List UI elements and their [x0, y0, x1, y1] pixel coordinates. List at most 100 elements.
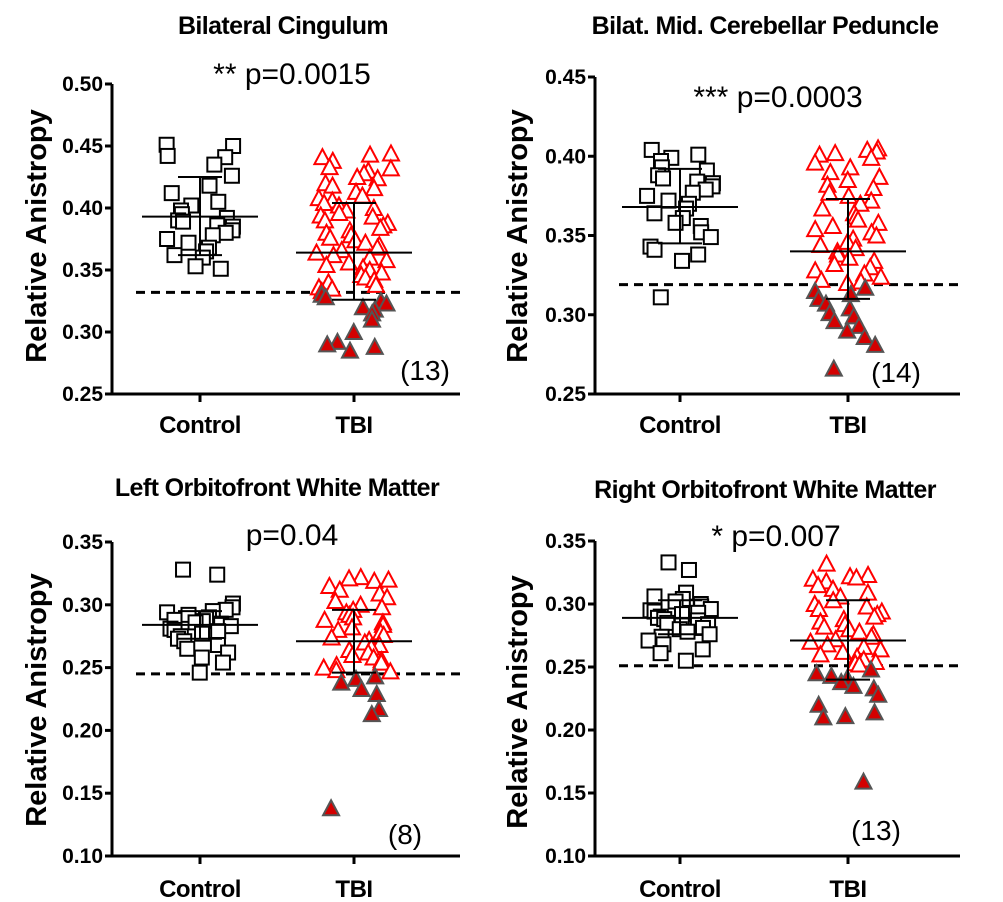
control-point [702, 229, 719, 246]
tbi-point [805, 152, 825, 171]
x-tick-label-control: Control [159, 876, 241, 902]
panel-title: Bilat. Mid. Cerebellar Peduncle [592, 12, 939, 40]
panel-title: Right Orbitofront White Matter [594, 476, 937, 504]
tbi-point [381, 158, 401, 177]
tbi-low-point [316, 287, 336, 306]
tbi-point [839, 619, 860, 638]
control-point [677, 652, 694, 669]
y-tick-label: 0.30 [62, 594, 103, 617]
tbi-point [339, 252, 359, 271]
tbi-point [817, 634, 838, 653]
tbi-low-point [835, 706, 856, 725]
tbi-point [378, 569, 399, 588]
y-tick-label: 0.35 [62, 531, 103, 554]
tbi-point [823, 215, 843, 234]
y-tick-label: 0.25 [62, 657, 103, 680]
tbi-low-point [843, 675, 864, 694]
tbi-point [345, 230, 366, 249]
y-tick-label: 0.35 [62, 259, 103, 282]
tbi-point [871, 266, 891, 285]
panel-left-orbitofront: Left Orbitofront White Matter p=0.04 Rel… [21, 474, 460, 902]
tbi-point [363, 206, 383, 225]
tbi-point [840, 157, 860, 176]
control-point [193, 649, 210, 666]
y-tick-label: 0.10 [62, 845, 103, 868]
y-tick-label: 0.15 [62, 782, 103, 805]
y-tick-label: 0.35 [545, 225, 586, 248]
tbi-point [805, 219, 825, 238]
low-count-label: (14) [871, 357, 921, 388]
tbi-low-point [861, 659, 881, 678]
panel-title: Bilateral Cingulum [178, 12, 388, 40]
control-point [209, 566, 226, 583]
tbi-point [381, 143, 401, 162]
x-tick-label-tbi: TBI [829, 876, 866, 902]
tbi-point [816, 553, 837, 572]
control-point [660, 192, 677, 209]
y-tick-label: 0.45 [62, 135, 103, 158]
control-point [639, 187, 656, 204]
control-point [191, 664, 208, 681]
tbi-point [870, 639, 891, 658]
y-tick-label: 0.30 [545, 304, 586, 327]
tbi-point [838, 169, 858, 189]
y-tick-label: 0.40 [545, 145, 586, 168]
y-tick-label: 0.50 [62, 73, 103, 96]
y-tick-label: 0.25 [545, 383, 586, 406]
tbi-point [314, 609, 335, 628]
panel-bilateral-cingulum: Bilateral Cingulum ** p=0.0015 Relative … [21, 12, 460, 439]
tbi-point [314, 657, 334, 676]
control-point [652, 645, 669, 662]
tbi-point [342, 617, 362, 636]
tbi-point [323, 244, 344, 264]
y-tick-label: 0.25 [62, 383, 103, 406]
tbi-point [824, 253, 845, 273]
control-point [175, 213, 192, 230]
control-point [206, 156, 223, 173]
tbi-point [810, 234, 831, 254]
control-point [212, 260, 229, 277]
tbi-low-point [824, 310, 845, 330]
tbi-low-point [376, 293, 397, 312]
tbi-point [866, 225, 887, 244]
tbi-low-point [365, 666, 385, 685]
tbi-low-point [362, 703, 382, 723]
tbi-point [366, 274, 386, 293]
y-axis-label: Relative Anistropy [502, 109, 534, 363]
tbi-low-point [351, 678, 372, 697]
tbi-point [846, 567, 867, 586]
tbi-point [833, 641, 853, 660]
p-value-annotation: *** p=0.0003 [693, 81, 862, 114]
x-tick-label-control: Control [639, 876, 721, 902]
tbi-low-point [855, 277, 875, 296]
y-tick-label: 0.20 [545, 719, 586, 742]
tbi-point [342, 644, 363, 664]
tbi-point [861, 190, 881, 209]
tbi-point [812, 198, 833, 217]
tbi-point [364, 570, 384, 589]
tbi-low-point [344, 321, 364, 340]
tbi-point [367, 237, 388, 256]
tbi-low-point [831, 671, 851, 691]
y-tick-label: 0.45 [545, 66, 586, 89]
x-tick-label-tbi: TBI [335, 412, 372, 439]
tbi-point [814, 616, 834, 635]
tbi-point [380, 661, 401, 680]
tbi-point [316, 254, 337, 274]
tbi-point [355, 232, 376, 251]
control-point [655, 170, 672, 187]
panel-right-orbitofront: Right Orbitofront White Matter * p=0.007… [502, 476, 960, 902]
y-axis-label: Relative Anistropy [21, 573, 53, 827]
tbi-point [864, 606, 885, 625]
tbi-point [805, 260, 825, 279]
tbi-low-point [806, 663, 827, 682]
tbi-point [370, 217, 391, 236]
y-axis-label: Relative Anistropy [502, 575, 534, 829]
tbi-low-point [868, 684, 888, 703]
x-tick-label-tbi: TBI [335, 876, 372, 902]
tbi-point [314, 192, 334, 212]
y-tick-label: 0.25 [545, 656, 586, 679]
tbi-point [325, 590, 346, 610]
y-tick-label: 0.35 [545, 530, 586, 553]
panel-title: Left Orbitofront White Matter [115, 474, 440, 502]
